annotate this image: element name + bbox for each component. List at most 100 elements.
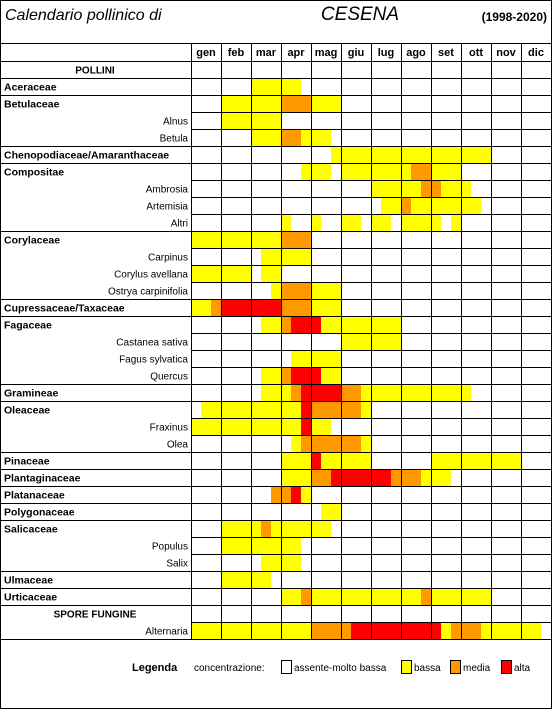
cell-plantaginaceae-17	[361, 469, 371, 486]
cell-urticaceae-19	[381, 588, 391, 605]
cell-compositae-25	[441, 163, 451, 180]
cell-salix-8	[271, 554, 281, 571]
cell-fraxinus-2	[211, 418, 221, 435]
row-label-ostrya-carpinifolia: Ostrya carpinifolia	[108, 287, 188, 298]
cell-fagaceae-15	[341, 316, 351, 333]
cell-pinaceae-17	[361, 452, 371, 469]
cell-fraxinus-9	[281, 418, 291, 435]
month-label-dic: dic	[528, 47, 544, 59]
cell-plantaginaceae-21	[401, 469, 411, 486]
cell-compositae-18	[371, 163, 381, 180]
cell-alternaria-33	[521, 622, 531, 639]
cell-gramineae-25	[441, 384, 451, 401]
cell-gramineae-24	[431, 384, 441, 401]
row-label-olea: Olea	[167, 440, 189, 451]
cell-alnus-5	[241, 112, 251, 129]
cell-salicaceae-7	[261, 520, 271, 537]
cell-fraxinus-1	[201, 418, 211, 435]
cell-alnus-3	[221, 112, 231, 129]
cell-artemisia-25	[441, 197, 451, 214]
cell-gramineae-8	[271, 384, 281, 401]
month-label-mar: mar	[256, 47, 277, 59]
cell-alternaria-13	[321, 622, 331, 639]
cell-plantaginaceae-10	[291, 469, 301, 486]
legend-swatch-3	[501, 660, 512, 674]
cell-alternaria-31	[501, 622, 511, 639]
cell-pinaceae-14	[331, 452, 341, 469]
cell-aceraceae-7	[261, 78, 271, 95]
month-label-feb: feb	[228, 47, 245, 59]
cell-alternaria-27	[461, 622, 471, 639]
cell-urticaceae-14	[331, 588, 341, 605]
cell-fagaceae-20	[391, 316, 401, 333]
cell-pinaceae-25	[441, 452, 451, 469]
cell-betulaceae-12	[311, 95, 321, 112]
title-city: CESENA	[321, 4, 399, 25]
cell-compositae-22	[411, 163, 421, 180]
cell-olea-15	[341, 435, 351, 452]
cell-plantaginaceae-16	[351, 469, 361, 486]
cell-cupressaceae-taxaceae-2	[211, 299, 221, 316]
cell-plantaginaceae-23	[421, 469, 431, 486]
cell-oleaceae-3	[221, 401, 231, 418]
cell-gramineae-21	[401, 384, 411, 401]
cell-artemisia-20	[391, 197, 401, 214]
cell-populus-4	[231, 537, 241, 554]
month-label-giu: giu	[348, 47, 365, 59]
cell-corylus-avellana-2	[211, 265, 221, 282]
row-label-altri: Altri	[171, 219, 188, 230]
cell-fagaceae-8	[271, 316, 281, 333]
cell-quercus-10	[291, 367, 301, 384]
cell-alternaria-26	[451, 622, 461, 639]
cell-oleaceae-1	[201, 401, 211, 418]
cell-alternaria-1	[201, 622, 211, 639]
cell-urticaceae-29	[481, 588, 491, 605]
cell-populus-10	[291, 537, 301, 554]
month-label-mag: mag	[315, 47, 338, 59]
cell-betulaceae-5	[241, 95, 251, 112]
cell-compositae-12	[311, 163, 321, 180]
cell-compositae-15	[341, 163, 351, 180]
cell-gramineae-26	[451, 384, 461, 401]
cell-olea-14	[331, 435, 341, 452]
cell-alternaria-21	[401, 622, 411, 639]
cell-gramineae-17	[361, 384, 371, 401]
legend-label: concentrazione:	[194, 663, 265, 674]
cell-olea-16	[351, 435, 361, 452]
cell-corylaceae-3	[221, 231, 231, 248]
cell-compositae-16	[351, 163, 361, 180]
cell-alternaria-22	[411, 622, 421, 639]
cell-compositae-11	[301, 163, 311, 180]
cell-betulaceae-8	[271, 95, 281, 112]
cell-populus-9	[281, 537, 291, 554]
cell-pinaceae-32	[511, 452, 521, 469]
cell-alternaria-24	[431, 622, 441, 639]
cell-artemisia-19	[381, 197, 391, 214]
cell-fraxinus-11	[301, 418, 311, 435]
cell-artemisia-24	[431, 197, 441, 214]
cell-plantaginaceae-11	[301, 469, 311, 486]
cell-cupressaceae-taxaceae-14	[331, 299, 341, 316]
legend-swatch-1	[401, 660, 412, 674]
cell-quercus-12	[311, 367, 321, 384]
cell-plantaginaceae-13	[321, 469, 331, 486]
cell-olea-12	[311, 435, 321, 452]
cell-compositae-26	[451, 163, 461, 180]
cell-compositae-17	[361, 163, 371, 180]
cell-chenopodiaceae-amaranthaceae-24	[431, 146, 441, 163]
cell-quercus-11	[301, 367, 311, 384]
cell-fagaceae-11	[301, 316, 311, 333]
row-label-populus: Populus	[152, 542, 188, 553]
month-label-gen: gen	[196, 47, 216, 59]
cell-urticaceae-10	[291, 588, 301, 605]
cell-alternaria-10	[291, 622, 301, 639]
cell-oleaceae-10	[291, 401, 301, 418]
row-label-salicaceae: Salicaceae	[4, 524, 58, 536]
cell-gramineae-22	[411, 384, 421, 401]
cell-urticaceae-20	[391, 588, 401, 605]
cell-gramineae-18	[371, 384, 381, 401]
cell-alternaria-5	[241, 622, 251, 639]
cell-salicaceae-6	[251, 520, 261, 537]
cell-compositae-24	[431, 163, 441, 180]
cell-pinaceae-24	[431, 452, 441, 469]
